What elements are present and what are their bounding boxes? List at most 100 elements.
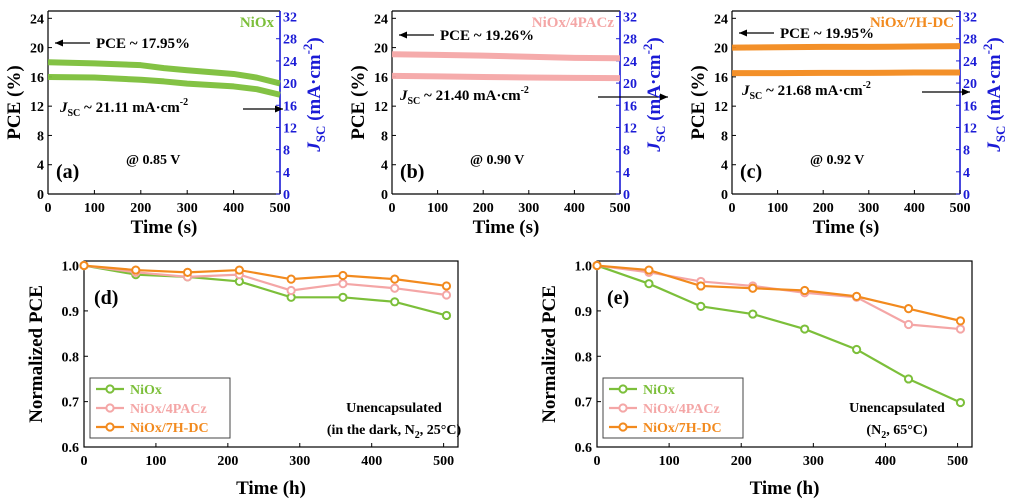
- x-tick-label: 0: [45, 201, 52, 216]
- y2-tick-label: 8: [623, 144, 630, 159]
- jsc-annotation: JSC ~ 21.11 mA·cm-2: [59, 97, 188, 119]
- y-tick-label: 4: [381, 159, 388, 174]
- data-point: [390, 297, 400, 307]
- material-label: NiOx/7H-DC: [870, 15, 954, 31]
- y2-tick-label: 0: [283, 188, 290, 203]
- y2-axis-title: JSC (mA·cm-2): [980, 37, 1008, 153]
- x-tick-label: 100: [84, 201, 105, 216]
- jsc-sup: -2: [180, 97, 188, 108]
- series-line-jsc: [47, 73, 281, 98]
- x-tick-label: 100: [659, 454, 680, 469]
- data-point: [338, 292, 348, 302]
- y-tick-label: 4: [721, 159, 728, 174]
- x-tick-label: 200: [130, 201, 151, 216]
- y2-tick-label: 16: [963, 99, 977, 114]
- plot-frame: [596, 260, 973, 448]
- y2-tick-label: 20: [283, 77, 297, 92]
- pce-annotation: PCE ~ 19.26%: [440, 28, 534, 44]
- jsc-sub: SC: [408, 96, 421, 107]
- pce-annotation: PCE ~ 19.95%: [780, 26, 874, 42]
- legend-marker: [105, 384, 115, 394]
- data-point: [903, 374, 914, 384]
- y2-title-sub: SC: [313, 126, 328, 143]
- panel-label: (c): [740, 161, 762, 183]
- y-tick-label: 0.6: [62, 441, 80, 456]
- x-axis-title: Time (h): [236, 478, 306, 499]
- data-point: [644, 279, 654, 289]
- x-tick-label: 300: [289, 454, 310, 469]
- data-point: [955, 397, 966, 408]
- x-tick-label: 200: [473, 201, 494, 216]
- y-tick-label: 20: [714, 42, 728, 57]
- y2-tick-label: 28: [283, 33, 297, 48]
- condition-a: (in the dark, N: [327, 423, 415, 438]
- pce-annotation: PCE ~ 17.95%: [96, 36, 190, 52]
- y-tick-label: 24: [30, 12, 44, 27]
- legend-label: NiOx/7H-DC: [130, 421, 209, 436]
- y2-title-j: J: [304, 142, 325, 153]
- y2-tick-label: 4: [963, 166, 970, 181]
- y-axis-title: PCE (%): [688, 65, 709, 139]
- x-tick-label: 400: [564, 201, 585, 216]
- data-point: [696, 281, 706, 291]
- jsc-sub: SC: [750, 91, 763, 102]
- legend-marker: [618, 403, 628, 413]
- y-tick-label: 1.0: [575, 260, 593, 275]
- condition-b: , 25°C): [420, 423, 462, 438]
- y2-axis-title: JSC (mA·cm-2): [640, 37, 668, 153]
- jsc-arrow-head: [962, 88, 970, 96]
- y-tick-label: 0: [37, 188, 44, 203]
- y2-tick-label: 24: [623, 55, 637, 70]
- y2-tick-label: 12: [283, 121, 297, 136]
- y-tick-label: 24: [714, 12, 728, 27]
- y-tick-label: 0.7: [575, 396, 593, 411]
- series-line-1: [596, 264, 961, 404]
- y-tick-label: 20: [30, 42, 44, 57]
- panel-e: 0 100 200 300 400 5000.60.70.80.91.0(e)NiOxNi…: [539, 260, 973, 499]
- legend-label: NiOx: [643, 383, 675, 398]
- data-point: [286, 274, 296, 284]
- legend: NiOx NiOx/4PACz NiOx/7H-DC: [89, 377, 231, 439]
- y2-title-close: ): [644, 37, 665, 43]
- condition-sub: 2: [415, 430, 420, 441]
- pce-arrow-head: [739, 29, 747, 37]
- y2-title-sup: -2: [300, 44, 315, 55]
- y-tick-label: 16: [714, 71, 728, 86]
- y2-axis-title: JSC (mA·cm-2): [300, 37, 328, 153]
- panel-a: 0 100 200 300 400 500048121620240481216202428…: [4, 10, 328, 238]
- data-point: [390, 283, 400, 293]
- legend-label: NiOx/7H-DC: [643, 421, 722, 436]
- series-line-jsc: [732, 69, 960, 77]
- legend-label: NiOx/4PACz: [643, 402, 720, 417]
- jsc-j: J: [59, 100, 68, 116]
- condition-line-2: (in the dark, N2, 25°C): [327, 423, 462, 441]
- y2-title-close: ): [304, 37, 325, 43]
- jsc-annotation: JSC ~ 21.40 mA·cm-2: [399, 85, 529, 107]
- jsc-sup: -2: [521, 85, 529, 96]
- data-point: [955, 324, 966, 334]
- y-tick-label: 12: [714, 100, 728, 115]
- legend: NiOx NiOx/4PACz NiOx/7H-DC: [602, 377, 744, 439]
- legend-marker: [618, 422, 628, 432]
- voltage-annotation: @ 0.90 V: [470, 153, 524, 168]
- y-tick-label: 8: [37, 129, 44, 144]
- x-tick-label: 200: [813, 201, 834, 216]
- series-line-pce: [731, 43, 961, 51]
- legend-label: NiOx: [130, 383, 162, 398]
- pce-arrow-head: [399, 31, 407, 39]
- condition-sub: 2: [881, 430, 886, 441]
- voltage-annotation: @ 0.92 V: [810, 153, 864, 168]
- y2-tick-label: 8: [283, 144, 290, 159]
- y2-tick-label: 28: [623, 33, 637, 48]
- x-tick-label: 500: [270, 201, 291, 216]
- series-line-pce: [47, 59, 281, 87]
- y2-title-unit: (mA·cm: [304, 54, 325, 125]
- x-tick-label: 100: [145, 454, 166, 469]
- condition-line-1: Unencapsulated: [849, 401, 945, 416]
- y2-tick-label: 16: [283, 99, 297, 114]
- data-point: [234, 265, 244, 275]
- data-point: [286, 285, 296, 296]
- panel-label: (b): [400, 161, 424, 183]
- jsc-rest: ~ 21.11 mA·cm: [80, 100, 180, 116]
- y-tick-label: 0.6: [575, 441, 593, 456]
